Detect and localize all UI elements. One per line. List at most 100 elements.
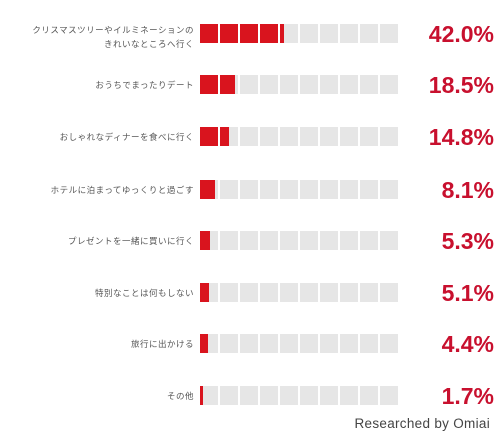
bar-track (200, 24, 400, 43)
bar-cell (240, 231, 258, 250)
credit-text: Researched by Omiai (354, 416, 490, 431)
bar-fill (240, 24, 258, 43)
bar-cell (220, 334, 238, 353)
bar-cell (260, 283, 278, 302)
bar-track (200, 334, 400, 353)
bar-cell (280, 283, 298, 302)
bar-cell (280, 334, 298, 353)
category-label-line: プレゼントを一緒に買いに行く (67, 236, 194, 247)
bar-track (200, 75, 400, 94)
bar-cell (260, 127, 278, 146)
bar-cell (220, 386, 238, 405)
category-label: おうちでまったりデート (4, 79, 194, 93)
bar-fill (200, 180, 215, 199)
bar-cell (240, 334, 258, 353)
bar-cell (320, 127, 338, 146)
category-label: 特別なことは何もしない (4, 287, 194, 301)
bar-cell (280, 180, 298, 199)
bar-cell (320, 283, 338, 302)
bar-cell (360, 75, 378, 94)
category-label-line: おうちでまったりデート (95, 80, 194, 91)
bar-fill (200, 231, 210, 250)
bar-cell (200, 127, 218, 146)
bar-cell (300, 180, 318, 199)
category-label: おしゃれなディナーを食べに行く (4, 131, 194, 145)
bar-fill (220, 24, 238, 43)
bar-cell (320, 180, 338, 199)
bar-fill (200, 127, 218, 146)
bar-cell (360, 127, 378, 146)
bar-cell (360, 334, 378, 353)
bar-cell (380, 75, 398, 94)
bar-cell (380, 127, 398, 146)
bar-cell (320, 231, 338, 250)
bar-fill (280, 24, 284, 43)
bar-cell (240, 386, 258, 405)
category-label-line: クリスマスツリーやイルミネーションの (32, 26, 194, 36)
bar-cell (220, 231, 238, 250)
bar-cell (240, 283, 258, 302)
bar-cell (280, 127, 298, 146)
bar-cell (340, 283, 358, 302)
value-label: 8.1% (441, 177, 494, 203)
bar-cell (340, 24, 358, 43)
bar-cell (360, 231, 378, 250)
bar-fill (220, 75, 236, 94)
bar-cell (240, 180, 258, 199)
category-label: プレゼントを一緒に買いに行く (4, 235, 194, 249)
bar-cell (200, 283, 218, 302)
bar-fill (260, 24, 278, 43)
bar-cell (380, 231, 398, 250)
bar-fill (200, 24, 218, 43)
bar-cell (300, 283, 318, 302)
bar-cell (260, 180, 278, 199)
category-label-line: 特別なことは何もしない (94, 288, 194, 299)
bar-cell (220, 24, 238, 43)
bar-cell (380, 283, 398, 302)
bar-cell (200, 180, 218, 199)
bar-track (200, 386, 400, 405)
bar-cell (380, 180, 398, 199)
bar-cell (300, 386, 318, 405)
bar-cell (320, 24, 338, 43)
bar-cell (360, 180, 378, 199)
value-label: 5.1% (441, 280, 494, 306)
bar-cell (200, 24, 218, 43)
bar-cell (280, 24, 298, 43)
value-label: 1.7% (441, 383, 494, 409)
bar-cell (340, 386, 358, 405)
bar-cell (260, 386, 278, 405)
category-label-line: おしゃれなディナーを食べに行く (59, 132, 194, 143)
bar-cell (220, 75, 238, 94)
bar-cell (200, 334, 218, 353)
value-label: 42.0% (428, 21, 494, 47)
category-label-line: ホテルに泊まってゆっくりと過ごす (50, 185, 194, 196)
bar-track (200, 180, 400, 199)
bar-track (200, 127, 400, 146)
value-label: 14.8% (428, 124, 494, 150)
category-label-line: きれいなところへ行く (103, 40, 194, 50)
bar-fill (200, 75, 218, 94)
bar-cell (380, 386, 398, 405)
bar-fill (200, 283, 210, 302)
bar-cell (200, 231, 218, 250)
bar-cell (340, 75, 358, 94)
bar-cell (320, 386, 338, 405)
bar-cell (340, 231, 358, 250)
bar-track (200, 231, 400, 250)
bar-fill (220, 127, 229, 146)
bar-cell (340, 127, 358, 146)
category-label: その他 (4, 390, 194, 404)
bar-cell (380, 24, 398, 43)
bar-cell (300, 334, 318, 353)
bar-cell (360, 24, 378, 43)
bar-cell (340, 180, 358, 199)
bar-cell (300, 24, 318, 43)
bar-fill (200, 386, 204, 405)
bar-cell (220, 180, 238, 199)
bar-cell (260, 231, 278, 250)
value-label: 18.5% (428, 72, 494, 98)
bar-cell (320, 75, 338, 94)
bar-cell (240, 24, 258, 43)
bar-cell (300, 231, 318, 250)
